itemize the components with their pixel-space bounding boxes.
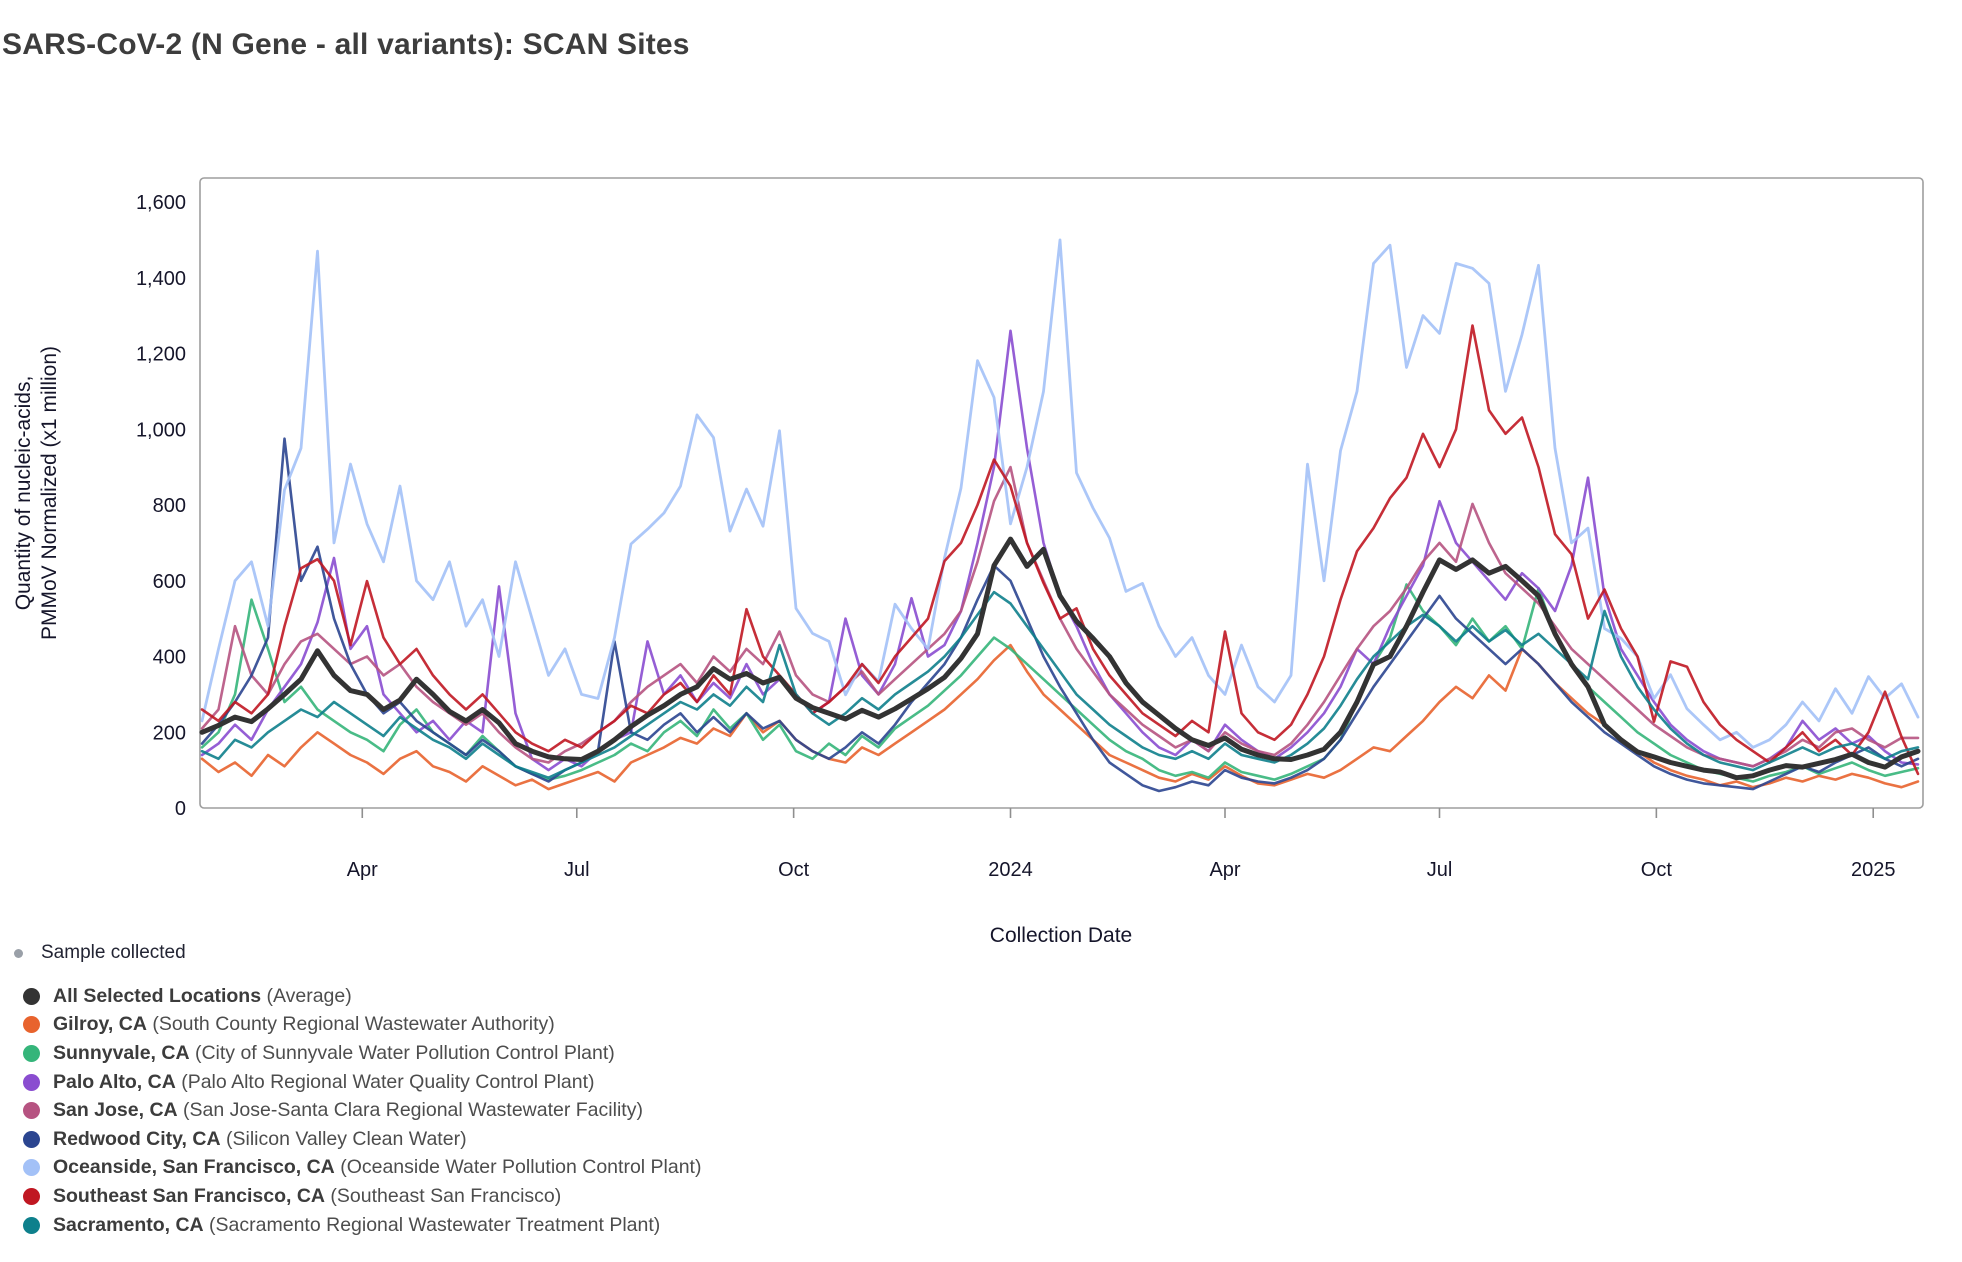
legend-item-sacramento[interactable]: Sacramento, CA (Sacramento Regional Wast… — [10, 1211, 910, 1240]
legend-swatch-gilroy — [23, 1016, 40, 1034]
legend-item-oceanside[interactable]: Oceanside, San Francisco, CA (Oceanside … — [10, 1154, 910, 1183]
y-axis-ticks: 0 200 400 600 800 1,000 1,200 1,400 1,600 — [136, 192, 186, 820]
x-tick-label: 2024 — [988, 859, 1033, 881]
y-tick-label: 0 — [175, 798, 186, 820]
legend-swatch-sunnyvale — [23, 1044, 40, 1062]
y-tick-label: 800 — [153, 495, 186, 517]
legend-item-san_jose[interactable]: San Jose, CA (San Jose-Santa Clara Regio… — [10, 1096, 910, 1125]
legend-sample-collected: Sample collected — [14, 940, 910, 966]
y-tick-label: 600 — [153, 571, 186, 593]
legend-location-label: Southeast San Francisco, CA — [53, 1184, 325, 1207]
legend-swatch-san_jose — [23, 1102, 40, 1120]
series-lines — [199, 238, 1921, 793]
legend-detail-label: (Sacramento Regional Wastewater Treatmen… — [203, 1213, 661, 1236]
legend-location-label: All Selected Locations — [53, 984, 262, 1007]
legend-item-redwood_city[interactable]: Redwood City, CA (Silicon Valley Clean W… — [10, 1125, 910, 1154]
x-axis-title: Collection Date — [990, 924, 1132, 947]
x-tick-label: 2025 — [1851, 859, 1896, 881]
legend-location-label: Redwood City, CA — [53, 1127, 221, 1150]
legend-detail-label: (San Jose-Santa Clara Regional Wastewate… — [177, 1099, 643, 1122]
legend-swatch-average — [23, 987, 40, 1005]
legend-location-label: Sacramento, CA — [53, 1213, 204, 1236]
timeseries-chart: 0 200 400 600 800 1,000 1,200 1,400 1,600 Apr Jul… — [12, 177, 1924, 947]
series-line-redwood_city — [200, 437, 1920, 793]
legend-detail-label: (Silicon Valley Clean Water) — [220, 1127, 467, 1150]
legend-location-label: Oceanside, San Francisco, CA — [53, 1156, 335, 1179]
sample-collected-label: Sample collected — [41, 942, 186, 963]
legend-item-southeast_sf[interactable]: Southeast San Francisco, CA (Southeast S… — [10, 1182, 910, 1211]
series-line-oceanside — [200, 238, 1920, 749]
x-tick-label: Jul — [564, 859, 590, 881]
legend-location-label: San Jose, CA — [53, 1099, 178, 1122]
series-line-sunnyvale — [200, 583, 1920, 783]
legend-detail-label: (Oceanside Water Pollution Control Plant… — [334, 1156, 702, 1179]
legend-swatch-southeast_sf — [23, 1187, 40, 1205]
y-tick-label: 1,400 — [136, 268, 186, 290]
legend-location-label: Palo Alto, CA — [53, 1070, 176, 1093]
legend-swatch-sacramento — [23, 1216, 40, 1234]
x-tick-label: Oct — [778, 859, 810, 881]
legend-swatch-palo_alto — [23, 1073, 40, 1091]
x-axis-ticks: Apr Jul Oct 2024 Apr Jul Oct 2025 — [347, 808, 1896, 881]
legend-swatch-redwood_city — [23, 1130, 40, 1148]
y-tick-label: 1,000 — [136, 419, 186, 441]
series-line-average — [199, 536, 1921, 781]
legend-location-label: Gilroy, CA — [53, 1013, 147, 1036]
legend-item-average[interactable]: All Selected Locations (Average) — [10, 982, 910, 1011]
legend-detail-label: (Palo Alto Regional Water Quality Contro… — [175, 1070, 595, 1093]
y-tick-label: 1,200 — [136, 344, 186, 366]
legend-detail-label: (South County Regional Wastewater Author… — [146, 1013, 555, 1036]
legend-detail-label: (City of Sunnyvale Water Pollution Contr… — [189, 1041, 615, 1064]
legend-item-palo_alto[interactable]: Palo Alto, CA (Palo Alto Regional Water … — [10, 1068, 910, 1097]
y-axis-title-line1: Quantity of nucleic-acids, — [12, 376, 35, 611]
chart-title: SARS-CoV-2 (N Gene - all variants): SCAN… — [2, 28, 690, 61]
y-tick-label: 400 — [153, 647, 186, 669]
plot-area — [199, 177, 1924, 809]
legend-swatch-oceanside — [23, 1159, 40, 1177]
legend-detail-label: (Average) — [261, 984, 352, 1007]
legend-location-label: Sunnyvale, CA — [53, 1041, 190, 1064]
legend: Sample collected All Selected Locations … — [10, 940, 910, 1239]
y-tick-label: 200 — [153, 722, 186, 744]
series-line-sacramento — [200, 590, 1920, 780]
x-tick-label: Apr — [347, 859, 378, 881]
x-tick-label: Apr — [1209, 859, 1240, 881]
legend-item-gilroy[interactable]: Gilroy, CA (South County Regional Wastew… — [10, 1011, 910, 1040]
series-line-southeast_sf — [200, 324, 1920, 776]
legend-detail-label: (Southeast San Francisco) — [324, 1184, 562, 1207]
y-axis-title-line2: PMMoV Normalized (x1 million) — [38, 346, 61, 640]
sample-collected-dot-icon — [14, 948, 23, 958]
legend-series-list: All Selected Locations (Average) Gilroy, … — [10, 982, 910, 1239]
x-tick-label: Oct — [1641, 859, 1673, 881]
y-tick-label: 1,600 — [136, 192, 186, 214]
x-tick-label: Jul — [1427, 859, 1453, 881]
legend-item-sunnyvale[interactable]: Sunnyvale, CA (City of Sunnyvale Water P… — [10, 1039, 910, 1068]
